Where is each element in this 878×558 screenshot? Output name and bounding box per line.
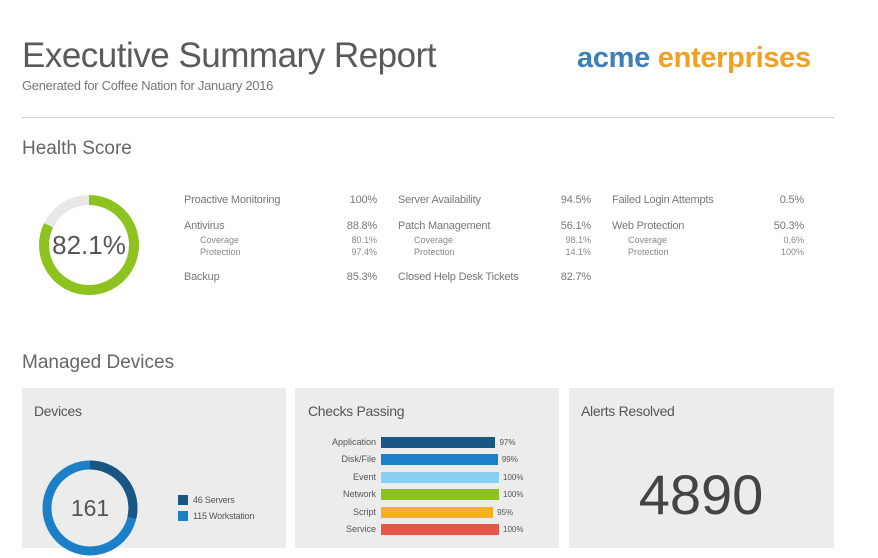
alerts-resolved-card: Alerts Resolved 4890	[569, 388, 834, 548]
donut-servers-segment	[42, 460, 138, 556]
devices-card: Devices 161 46 Servers 115 Workstation	[22, 388, 286, 556]
submetric-label-web-protection: Protection	[628, 247, 669, 257]
submetric-value-antivirus-coverage: 80.1%	[351, 235, 377, 245]
metric-label-backup: Backup	[184, 271, 220, 283]
logo-word-acme: acme	[577, 42, 650, 74]
metric-value-patch-management: 56.1%	[560, 220, 591, 232]
health-score-gauge	[39, 195, 139, 295]
check-bar-script	[381, 506, 494, 518]
report-title: Executive Summary Report	[22, 36, 436, 75]
checks-card-title: Checks Passing	[308, 403, 405, 419]
health-score-heading: Health Score	[22, 138, 132, 159]
metric-label-failed-logins: Failed Login Attempts	[612, 194, 714, 206]
metric-label-server-availability: Server Availability	[398, 194, 481, 206]
submetric-label-web-coverage: Coverage	[628, 235, 668, 245]
submetric-label-antivirus-protection: Protection	[200, 247, 241, 257]
company-logo: acme enterprises	[577, 42, 811, 75]
metric-label-proactive-monitoring: Proactive Monitoring	[184, 194, 281, 206]
check-label-service: Service	[345, 524, 376, 534]
metric-label-web-protection: Web Protection	[612, 220, 685, 232]
legend-label-workstations: 115 Workstation	[193, 511, 255, 521]
logo-word-enterprises: enterprises	[657, 42, 811, 74]
check-bar-service	[381, 524, 499, 535]
gauge-fill	[39, 195, 139, 295]
devices-total: 161	[70, 495, 110, 521]
submetric-value-patch-coverage: 98.1%	[565, 235, 591, 245]
submetric-value-web-protection: 100%	[780, 247, 804, 257]
metric-label-closed-tickets: Closed Help Desk Tickets	[398, 271, 519, 283]
submetric-value-web-coverage: 0.6%	[783, 235, 804, 245]
check-pct-application: 97%	[499, 438, 516, 447]
metric-value-failed-logins: 0.5%	[779, 194, 804, 206]
metric-value-closed-tickets: 82.7%	[560, 271, 591, 283]
alerts-card-title: Alerts Resolved	[581, 403, 675, 419]
check-label-disk-file: Disk/File	[341, 454, 376, 465]
check-pct-network: 100%	[503, 490, 524, 500]
health-score-value: 82.1%	[52, 230, 126, 260]
legend-swatch-workstations	[178, 511, 188, 521]
metric-value-web-protection: 50.3%	[773, 220, 804, 232]
legend-swatch-servers	[178, 495, 188, 505]
metric-label-patch-management: Patch Management	[398, 220, 491, 232]
check-pct-script: 95%	[497, 507, 514, 517]
submetric-label-patch-coverage: Coverage	[414, 235, 454, 245]
metric-value-proactive-monitoring: 100%	[349, 194, 378, 206]
header-divider	[22, 117, 834, 118]
metric-value-server-availability: 94.5%	[560, 194, 591, 206]
check-label-script: Script	[352, 506, 376, 517]
report-subtitle: Generated for Coffee Nation for January …	[22, 78, 274, 93]
legend-label-servers: 46 Servers	[193, 495, 235, 505]
alerts-resolved-count: 4890	[638, 463, 764, 526]
check-bar-application	[381, 437, 496, 448]
check-label-event: Event	[352, 471, 376, 482]
devices-card-title: Devices	[34, 403, 82, 419]
submetric-value-antivirus-protection: 97.4%	[351, 247, 377, 257]
check-bar-disk-file	[381, 454, 498, 466]
check-pct-event: 100%	[503, 472, 524, 482]
managed-devices-heading: Managed Devices	[22, 352, 175, 373]
checks-passing-card: Checks Passing Application 97% Disk/File 99…	[295, 388, 559, 548]
check-pct-disk-file: 99%	[501, 455, 518, 465]
metric-value-antivirus: 88.8%	[346, 220, 377, 232]
check-bar-network	[381, 489, 499, 501]
check-bar-event	[381, 471, 499, 483]
submetric-label-patch-protection: Protection	[414, 247, 455, 257]
check-label-network: Network	[342, 489, 376, 500]
metric-label-antivirus: Antivirus	[184, 220, 225, 232]
check-label-application: Application	[331, 437, 376, 447]
submetric-value-patch-protection: 14.1%	[565, 247, 591, 257]
check-pct-service: 100%	[503, 525, 524, 534]
submetric-label-antivirus-coverage: Coverage	[200, 235, 240, 245]
metric-value-backup: 85.3%	[346, 271, 377, 283]
